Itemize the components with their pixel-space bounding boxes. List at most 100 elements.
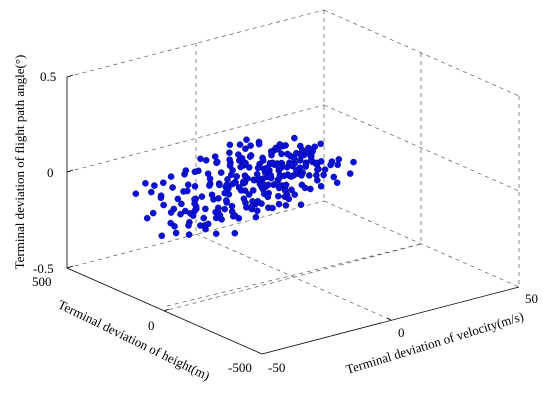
data-point	[301, 184, 309, 192]
data-point	[167, 219, 174, 227]
data-point	[269, 204, 276, 212]
data-point	[313, 176, 321, 184]
data-point	[275, 184, 283, 192]
data-point	[191, 182, 199, 190]
z-tick-label: 0	[47, 165, 54, 180]
data-point	[167, 173, 175, 180]
data-point	[178, 200, 185, 208]
grid-line	[323, 104, 520, 192]
data-point	[202, 205, 209, 213]
y-tick-label: -500	[228, 360, 252, 375]
grid-line	[166, 243, 422, 307]
data-point	[232, 179, 239, 186]
data-point	[335, 156, 343, 163]
data-point	[197, 155, 204, 163]
data-point	[226, 149, 233, 156]
data-point	[208, 191, 216, 199]
data-point	[231, 229, 239, 237]
data-point	[317, 182, 325, 190]
data-point	[237, 187, 245, 194]
data-point	[236, 141, 244, 148]
data-point	[269, 160, 277, 168]
data-point	[263, 164, 271, 172]
data-point	[226, 156, 233, 163]
grid-line	[163, 243, 422, 312]
data-point	[282, 202, 290, 209]
data-point	[291, 134, 298, 142]
data-point	[206, 182, 213, 189]
data-point	[253, 207, 261, 215]
data-point	[346, 170, 354, 177]
data-point	[224, 176, 231, 183]
data-point	[181, 207, 189, 215]
y-axis-title: Terminal deviation of height(m)	[56, 297, 213, 384]
data-point	[238, 155, 246, 162]
data-point	[245, 164, 253, 171]
data-point	[157, 194, 165, 202]
tick-mark	[66, 169, 74, 173]
data-point	[249, 187, 257, 194]
data-point	[242, 145, 249, 152]
data-point	[211, 153, 219, 160]
data-point	[197, 222, 204, 229]
data-point	[233, 173, 240, 180]
data-point	[247, 142, 254, 149]
data-point	[158, 232, 166, 240]
z-axis-title: Terminal deviation of flight path angle(…	[12, 55, 27, 270]
grid-line	[323, 200, 520, 288]
data-point	[241, 172, 249, 179]
data-point	[334, 161, 342, 169]
data-point	[274, 192, 282, 200]
data-point	[206, 175, 214, 182]
data-point	[245, 191, 253, 198]
data-point	[311, 143, 319, 151]
data-point	[182, 167, 190, 174]
x-axis-title: Terminal deviation of velocity(m/s)	[344, 308, 525, 376]
data-point	[200, 214, 207, 222]
data-point	[302, 161, 310, 169]
data-point	[297, 201, 305, 208]
z-tick-label: -0.5	[33, 261, 54, 276]
data-point	[264, 193, 272, 201]
data-point	[172, 229, 180, 237]
data-point	[225, 190, 233, 198]
data-point	[184, 181, 192, 188]
data-point	[217, 169, 225, 176]
data-point	[216, 181, 223, 189]
data-point	[174, 195, 182, 203]
data-point	[167, 209, 175, 216]
data-point	[240, 178, 247, 185]
axes	[66, 74, 520, 355]
data-point	[149, 209, 157, 217]
data-point	[143, 214, 151, 222]
data-point	[327, 161, 334, 169]
data-point	[243, 136, 250, 143]
grid-line	[323, 9, 520, 97]
data-point	[202, 156, 210, 164]
data-point	[221, 205, 228, 213]
data-point	[237, 163, 244, 171]
x-tick-label: 50	[525, 291, 538, 306]
data-point	[282, 142, 289, 149]
data-point	[191, 168, 199, 176]
data-point	[254, 164, 262, 172]
data-point	[222, 197, 230, 204]
data-point	[191, 207, 199, 214]
data-point	[223, 181, 230, 189]
data-point	[215, 195, 222, 202]
data-point	[267, 148, 275, 155]
data-point	[350, 158, 357, 166]
data-point	[282, 181, 290, 189]
data-points	[132, 134, 357, 240]
data-point	[284, 150, 291, 158]
data-point	[298, 146, 306, 154]
data-point	[218, 216, 225, 223]
data-point	[159, 179, 167, 186]
data-point	[288, 186, 295, 194]
data-point	[198, 193, 206, 200]
data-point	[255, 140, 263, 148]
data-point	[290, 171, 298, 179]
data-point	[275, 200, 283, 208]
